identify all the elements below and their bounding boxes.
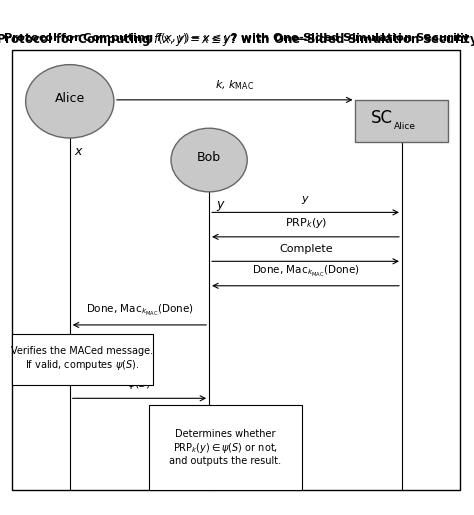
Ellipse shape (171, 128, 247, 192)
Text: Alice: Alice (393, 122, 416, 131)
Text: $\mathrm{PRP}_k(y)$: $\mathrm{PRP}_k(y)$ (284, 216, 327, 230)
Bar (356, 100, 448, 142)
Text: Alice: Alice (55, 92, 85, 106)
Text: $y$: $y$ (301, 194, 310, 205)
Text: $\psi(S)$: $\psi(S)$ (128, 377, 152, 391)
Text: Determines whether
$\mathrm{PRP}_k(y) \in \psi(S)$ or not,
and outputs the resul: Determines whether $\mathrm{PRP}_k(y) \i… (169, 428, 282, 466)
Text: $k$, $k_\mathrm{MAC}$: $k$, $k_\mathrm{MAC}$ (215, 78, 254, 92)
Text: SC: SC (371, 110, 392, 127)
Text: Complete: Complete (279, 245, 333, 254)
Bar (12, 334, 154, 385)
Text: $\bf{Protocol\ for\ Computing}\ \it{f(x,y)} = \it{x} \leq \it{y}\bf{?\ with\ One: $\bf{Protocol\ for\ Computing}\ \it{f(x,… (0, 31, 474, 48)
Text: Verifies the MACed message.
If valid, computes $\psi(S)$.: Verifies the MACed message. If valid, co… (11, 347, 154, 372)
Text: $x$: $x$ (74, 145, 84, 158)
Text: $y$: $y$ (216, 199, 226, 213)
Text: Bob: Bob (197, 151, 221, 164)
Text: Done, $\mathrm{Mac}_{k_\mathrm{MAC}}$(Done): Done, $\mathrm{Mac}_{k_\mathrm{MAC}}$(Do… (252, 264, 360, 279)
Text: Protocol for Computing $f(x,y) = x \leq y$? with One-Sided Simulation Security: Protocol for Computing $f(x,y) = x \leq … (3, 31, 471, 45)
Text: Done, $\mathrm{Mac}_{k_\mathrm{MAC}}$(Done): Done, $\mathrm{Mac}_{k_\mathrm{MAC}}$(Do… (86, 303, 193, 318)
Bar (149, 405, 302, 490)
Ellipse shape (26, 65, 114, 138)
